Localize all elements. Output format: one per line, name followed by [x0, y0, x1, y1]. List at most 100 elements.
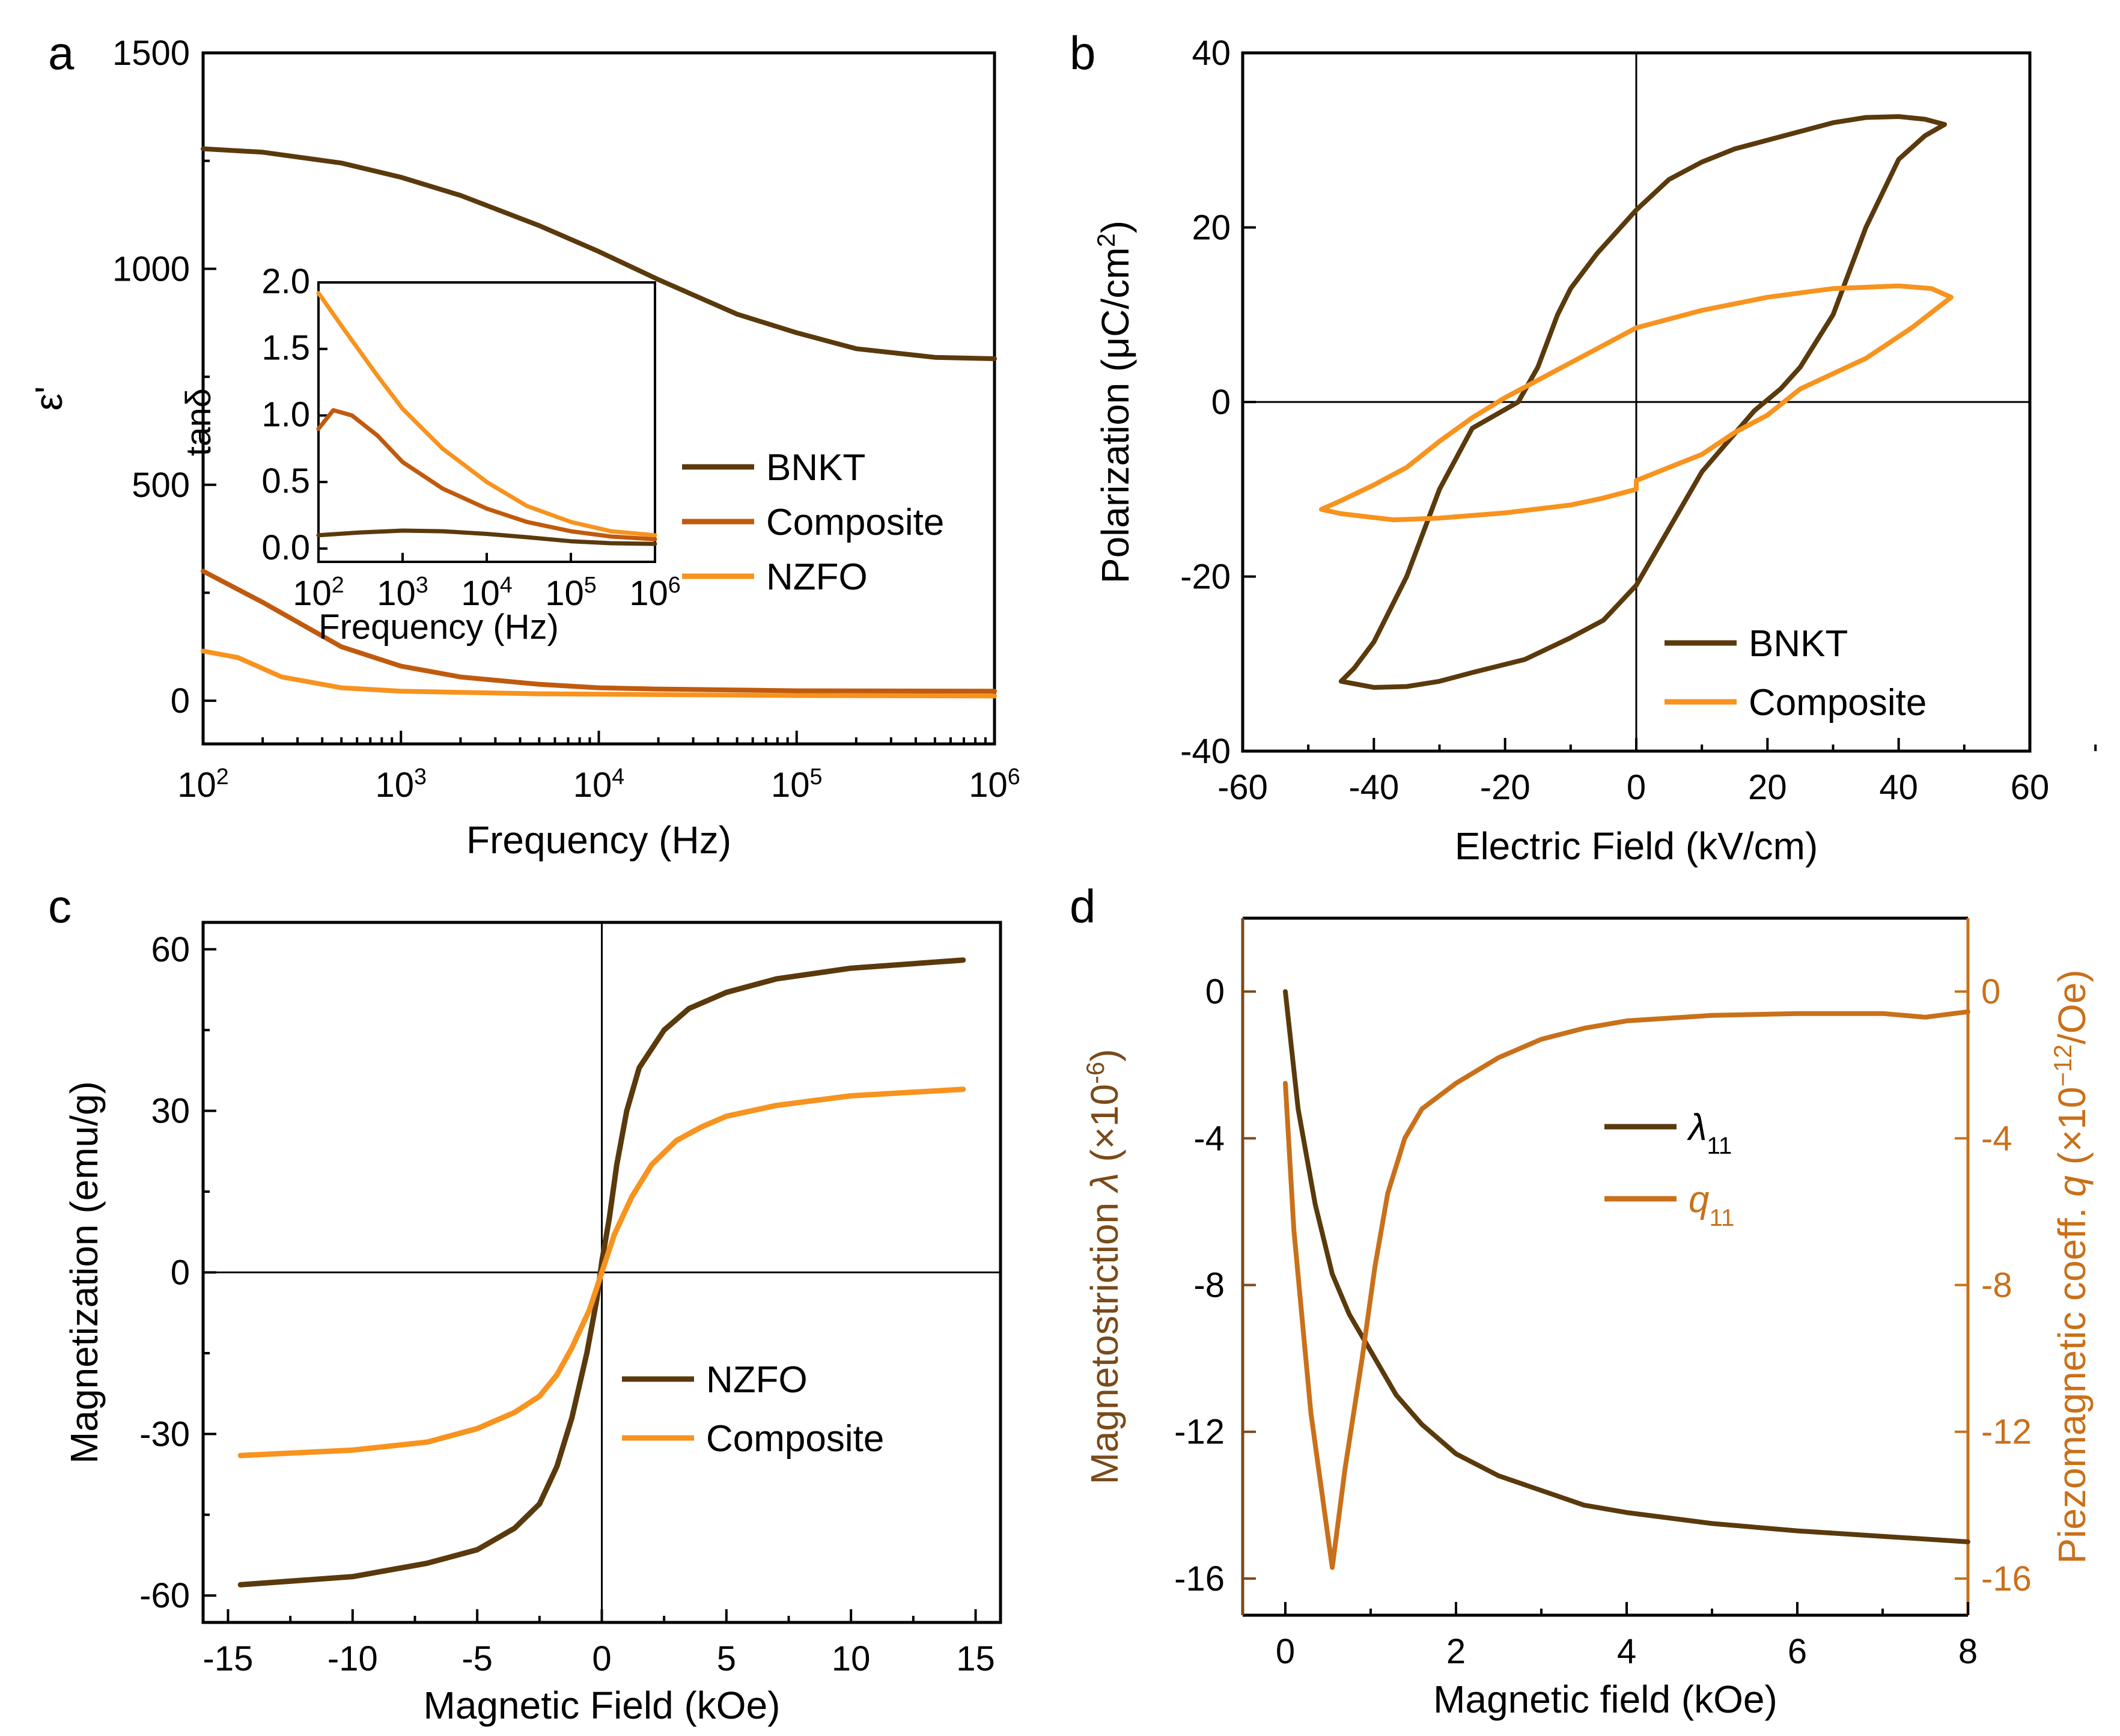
y2-tick-label-d: -16 [1981, 1559, 2032, 1598]
y-tick-label-d: -12 [1174, 1413, 1225, 1452]
series-line-lambda11 [1283, 989, 1970, 1544]
legend-label-composite: Composite [766, 502, 944, 543]
legend-label-q11: q11 [1689, 1179, 1734, 1231]
x-tick-label-c: -15 [203, 1639, 254, 1678]
legend-label-composite: Composite [1749, 682, 1927, 723]
x-tick-label-a: 102 [177, 764, 228, 805]
inset-x-tick-label: 104 [461, 572, 512, 613]
y-tick-label-d: -16 [1174, 1559, 1225, 1598]
x-axis-label-b: Electric Field (kV/cm) [1455, 824, 1818, 868]
y-tick-label-a: 500 [132, 466, 190, 505]
inset-y-tick-label: 2.0 [261, 262, 310, 301]
inset-y-tick-label: 0.5 [261, 461, 310, 501]
inset-x-tick-label: 103 [377, 572, 428, 613]
x-tick-label-a: 103 [376, 764, 427, 805]
x-tick-label-c: 15 [956, 1639, 995, 1678]
y-tick-label-c: -30 [139, 1415, 190, 1454]
inset-series-line-nzfo [316, 291, 657, 538]
x-tick-label-a: 104 [573, 764, 624, 805]
x-tick-label-b: -60 [1217, 768, 1268, 807]
y-axis-label-a: ε' [27, 386, 70, 411]
y-tick-label-d: -4 [1193, 1119, 1225, 1158]
x-tick-label-c: 5 [717, 1639, 736, 1678]
series-line-bnkt [1338, 114, 1948, 690]
inset-series-line-bnkt [316, 528, 657, 546]
series-line-composite [1319, 283, 1954, 523]
y2-tick-label-d: -8 [1981, 1266, 2012, 1305]
series-line-nzfo [237, 957, 966, 1588]
panel-label-a: a [48, 26, 75, 79]
x-tick-label-a: 106 [969, 764, 1020, 805]
y-tick-label-c: 60 [151, 930, 190, 969]
y-axis-label-d: Magnetostriction λ (×10-6) [1081, 1049, 1127, 1485]
inset-x-tick-label: 102 [293, 572, 344, 613]
y-tick-label-d: 0 [1205, 972, 1225, 1011]
x-tick-label-d: 8 [1958, 1632, 1978, 1671]
x-tick-label-c: -10 [327, 1639, 378, 1678]
inset-tand: 102 103 104 105 106 0.0 0.5 1.0 1.5 2.0 Frequency … [179, 262, 681, 647]
x-tick-label-c: 0 [592, 1639, 611, 1678]
x-axis-label-a: Frequency (Hz) [466, 818, 731, 862]
y2-tick-label-d: -4 [1981, 1119, 2012, 1158]
legend-label-lambda11: λ11 [1687, 1107, 1732, 1159]
y-tick-label-c: 30 [151, 1092, 190, 1131]
x-tick-label-d: 2 [1446, 1632, 1466, 1671]
y-tick-label-a: 1000 [112, 249, 190, 288]
series-line-composite [237, 1086, 966, 1458]
inset-y-tick-label: 0.0 [261, 528, 310, 567]
y-tick-label-c: 0 [171, 1253, 190, 1293]
panel-label-d: d [1070, 880, 1095, 933]
legend-label-bnkt: BNKT [766, 447, 865, 489]
legend-label-nzfo: NZFO [706, 1359, 808, 1401]
x-tick-label-b: -40 [1348, 768, 1399, 807]
x-tick-label-b: 60 [2011, 768, 2050, 807]
x-tick-label-b: -20 [1480, 768, 1531, 807]
panel-c: c -15 -10 -5 0 5 10 15 -60 -30 0 30 60 Magnetic Field… [48, 880, 1002, 1727]
inset-y-tick-label: 1.5 [261, 329, 310, 368]
y-tick-label-d: -8 [1193, 1266, 1225, 1305]
y-tick-label-b: -40 [1180, 732, 1231, 771]
series-line-nzfo [201, 648, 997, 699]
x-tick-label-d: 6 [1788, 1632, 1807, 1671]
x-tick-label-d: 0 [1276, 1632, 1295, 1671]
y-tick-label-b: 20 [1192, 209, 1231, 248]
x-tick-label-b: 0 [1627, 768, 1646, 807]
x-axis-label-c: Magnetic Field (kOe) [424, 1684, 781, 1727]
inset-y-axis-label: tanδ [179, 388, 218, 456]
y-tick-label-a: 1500 [112, 34, 190, 73]
x-axis-label-d: Magnetic field (kOe) [1433, 1678, 1777, 1721]
series-line-composite [201, 568, 997, 694]
panel-a: a 102 103 104 105 106 0 500 1000 1500 Frequency (H… [27, 26, 1020, 862]
legend-label-bnkt: BNKT [1749, 623, 1848, 665]
x-tick-label-d: 4 [1617, 1632, 1636, 1671]
x-tick-label-c: -5 [461, 1639, 493, 1678]
x-tick-label-a: 105 [771, 764, 822, 805]
x-tick-label-c: 10 [832, 1639, 871, 1678]
x-tick-label-b: 20 [1748, 768, 1787, 807]
inset-y-tick-label: 1.0 [261, 395, 310, 434]
legend-label-composite: Composite [706, 1418, 884, 1460]
y2-tick-label-d: 0 [1981, 972, 2000, 1011]
panel-label-c: c [48, 880, 72, 933]
y-axis-label-c: Magnetization (emu/g) [62, 1081, 106, 1464]
legend-label-nzfo: NZFO [766, 556, 868, 598]
y-tick-label-a: 0 [171, 681, 190, 720]
y-tick-label-b: 40 [1192, 34, 1231, 73]
panel-label-b: b [1070, 26, 1095, 79]
inset-frame [317, 281, 656, 563]
x-tick-label-b: 40 [1879, 768, 1918, 807]
inset-x-axis-label: Frequency (Hz) [318, 608, 559, 647]
inset-series-line-composite [316, 408, 657, 541]
inset-x-tick-label: 106 [629, 572, 680, 613]
y-axis-label-b: Polarization (μC/cm2) [1092, 221, 1138, 583]
inset-x-tick-label: 105 [545, 572, 596, 613]
y-tick-label-c: -60 [139, 1576, 190, 1615]
y-tick-label-b: -20 [1180, 558, 1231, 597]
y-tick-label-b: 0 [1211, 383, 1231, 422]
series-line-q11 [1283, 1009, 1970, 1570]
y2-tick-label-d: -12 [1981, 1413, 2032, 1452]
series-line-bnkt [201, 146, 997, 361]
